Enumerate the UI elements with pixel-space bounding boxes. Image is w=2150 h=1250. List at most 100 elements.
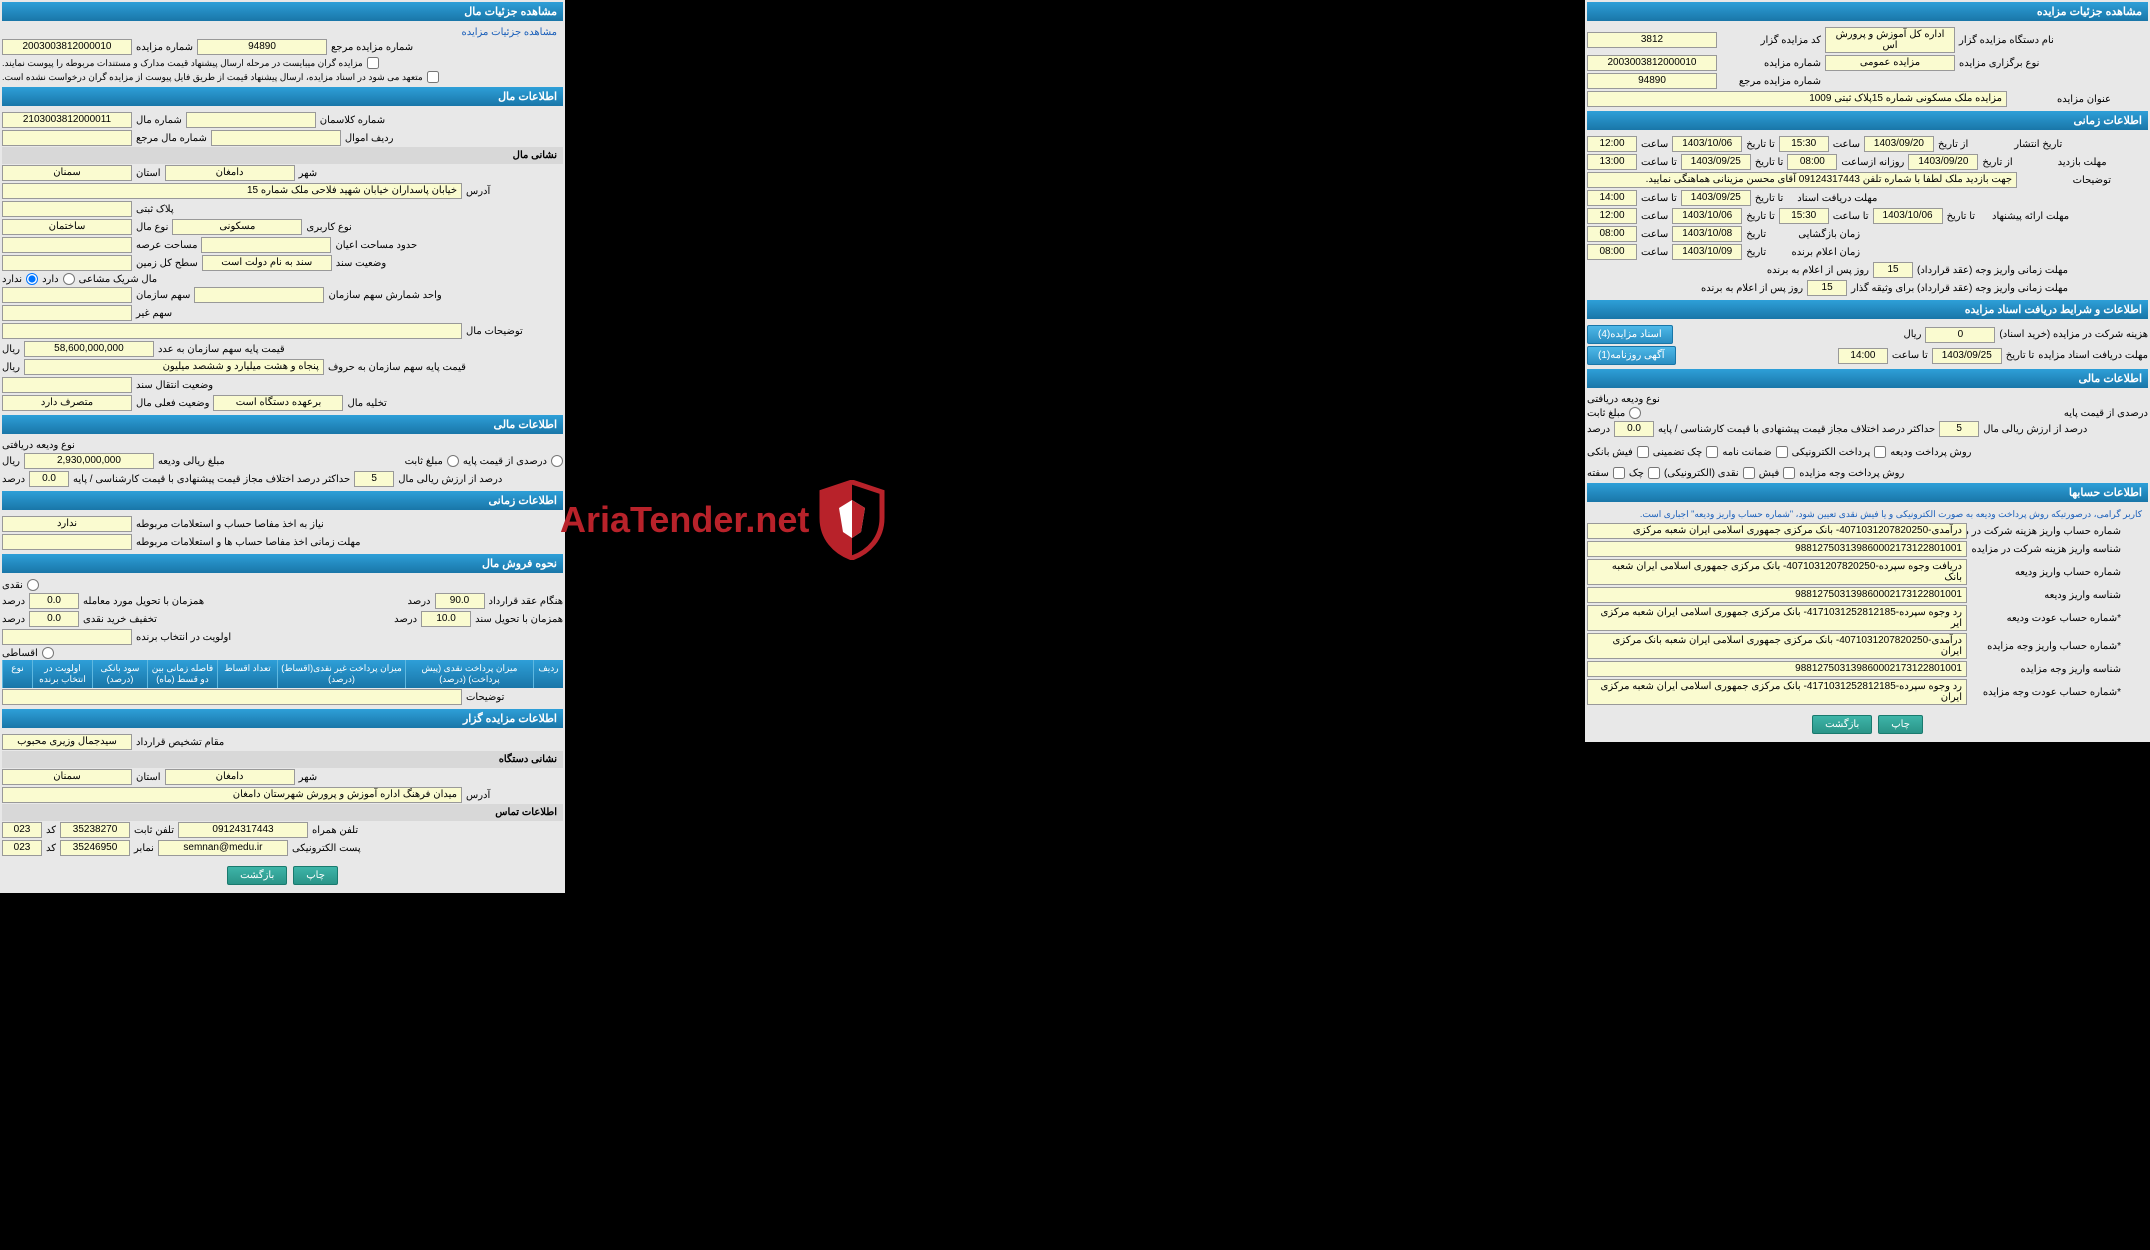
note: کاربر گرامی، درصورتیکه روش پرداخت ودیعه …	[1587, 507, 2148, 522]
field: 2003003812000010	[1587, 55, 1717, 71]
label: تا ساعت	[1892, 350, 1928, 361]
label: واحد شمارش سهم سازمان	[328, 290, 441, 301]
col: میزان پرداخت غیر نقدی(اقساط) (درصد)	[277, 660, 405, 688]
label: تا تاریخ	[1746, 211, 1775, 222]
label: شماره مال	[136, 115, 182, 126]
chk-n1[interactable]	[367, 57, 379, 69]
chk-electronic[interactable]	[1874, 446, 1886, 458]
label: زمان بازگشایی	[1770, 229, 1860, 240]
label: تا تاریخ	[1755, 193, 1784, 204]
sec-header: اطلاعات مزایده گزار	[2, 709, 563, 728]
details-link[interactable]: مشاهده جزئیات مزایده	[461, 27, 557, 38]
radio-pct[interactable]	[551, 455, 563, 467]
print-button[interactable]: چاپ	[293, 866, 338, 885]
chk-check[interactable]	[1706, 446, 1718, 458]
chk-cash[interactable]	[1743, 467, 1755, 479]
radio-cash[interactable]	[27, 579, 39, 591]
label: مهلت زمانی اخذ مفاصا حساب ها و استعلامات…	[136, 537, 361, 548]
field: درآمدی-4071031207820250- بانک مرکزی جمهو…	[1587, 523, 1967, 539]
sec-header: مشاهده جزئیات مال	[2, 2, 563, 21]
radio-fixed2[interactable]	[447, 455, 459, 467]
field: 14:00	[1587, 190, 1637, 206]
label: نیاز به اخذ مفاصا حساب و استعلامات مربوط…	[136, 519, 324, 530]
print-button[interactable]: چاپ	[1878, 715, 1923, 734]
field: 0.0	[29, 471, 69, 487]
chk-safte[interactable]	[1613, 467, 1625, 479]
label: چک تضمینی	[1653, 447, 1703, 458]
field: 023	[2, 822, 42, 838]
label: ساعت	[1641, 139, 1668, 150]
field	[2, 287, 132, 303]
sec-header: اطلاعات زمانی	[2, 491, 563, 510]
sub-header: نشانی مال	[2, 147, 563, 164]
label: کد	[46, 843, 56, 854]
radio-has[interactable]	[63, 273, 75, 285]
radio-installment[interactable]	[42, 647, 54, 659]
label: شناسه واریز ودیعه	[1971, 590, 2121, 601]
field: 5	[354, 471, 394, 487]
field: مزایده ملک مسکونی شماره 15پلاک ثبتی 1009	[1587, 91, 2007, 107]
chk-fish[interactable]	[1637, 446, 1649, 458]
label: نقدی (الکترونیکی)	[1664, 468, 1739, 479]
label: روز پس از اعلام به برنده	[1767, 265, 1869, 276]
label: پلاک ثبتی	[136, 204, 174, 215]
field: 1403/09/20	[1908, 154, 1978, 170]
label: سهم غیر	[136, 308, 172, 319]
field: پنجاه و هشت میلیارد و ششصد میلیون	[24, 359, 324, 375]
label: حداکثر درصد اختلاف مجاز قیمت پیشنهادی با…	[73, 474, 350, 485]
label: پرداخت الکترونیکی	[1792, 447, 1871, 458]
label: نقدی	[2, 580, 23, 591]
field	[211, 130, 341, 146]
field: 1403/10/06	[1672, 208, 1742, 224]
field: مزایده عمومی	[1825, 55, 1955, 71]
label: درصد	[2, 596, 25, 607]
label: *شماره حساب عودت وجه مزایده	[1971, 687, 2121, 698]
label: نوع کاربری	[306, 222, 351, 233]
label: اقساطی	[2, 648, 38, 659]
label: چک	[1629, 468, 1644, 479]
label: درصد	[1587, 424, 1610, 435]
label: مهلت ارائه پیشنهاد	[1979, 211, 2069, 222]
label: قیمت پایه سهم سازمان به حروف	[328, 362, 466, 373]
newspaper-button[interactable]: آگهی روزنامه(1)	[1587, 346, 1676, 365]
chk-guarantee[interactable]	[1776, 446, 1788, 458]
col: سود بانکی (درصد)	[92, 660, 147, 688]
sec-header: اطلاعات مال	[2, 87, 563, 106]
label: ساعت	[1641, 247, 1668, 258]
col: نوع	[2, 660, 32, 688]
label: زمان اعلام برنده	[1770, 247, 1860, 258]
field: 988127503139860002173122801001	[1587, 661, 1967, 677]
label: مال شریک مشاعی	[79, 274, 157, 285]
field: میدان فرهنگ اداره آموزش و پرورش شهرستان …	[2, 787, 462, 803]
field: 08:00	[1787, 154, 1837, 170]
field: 2003003812000010	[2, 39, 132, 55]
label: ریال	[2, 456, 20, 467]
field: مسکونی	[172, 219, 302, 235]
chk-fish2[interactable]	[1783, 467, 1795, 479]
chk-n2[interactable]	[427, 71, 439, 83]
docs-button[interactable]: اسناد مزایده(4)	[1587, 325, 1673, 344]
field: ندارد	[2, 516, 132, 532]
field: اداره کل آموزش و پرورش اس	[1825, 27, 1955, 53]
field: 3812	[1587, 32, 1717, 48]
label: شناسه واریز هزینه شرکت در مزایده	[1971, 544, 2121, 555]
field: 988127503139860002173122801001	[1587, 587, 1967, 603]
back-button[interactable]: بازگشت	[1812, 715, 1872, 734]
label: توضیحات	[2021, 175, 2111, 186]
radio-hasnot[interactable]	[26, 273, 38, 285]
label: *شماره حساب واریز وجه مزایده	[1971, 641, 2121, 652]
label: تلفن همراه	[312, 825, 358, 836]
field	[2, 237, 132, 253]
label: درصد	[407, 596, 430, 607]
label: درصد	[2, 474, 25, 485]
sec-header: مشاهده جزئیات مزایده	[1587, 2, 2148, 21]
radio-fixed[interactable]	[1629, 407, 1641, 419]
label: حدود مساحت اعیان	[335, 240, 417, 251]
chk-check2[interactable]	[1648, 467, 1660, 479]
label: سفته	[1587, 468, 1609, 479]
field: semnan@medu.ir	[158, 840, 288, 856]
back-button[interactable]: بازگشت	[227, 866, 287, 885]
label: تا ساعت	[1641, 193, 1677, 204]
field: 0.0	[29, 593, 79, 609]
label: درصد	[394, 614, 417, 625]
